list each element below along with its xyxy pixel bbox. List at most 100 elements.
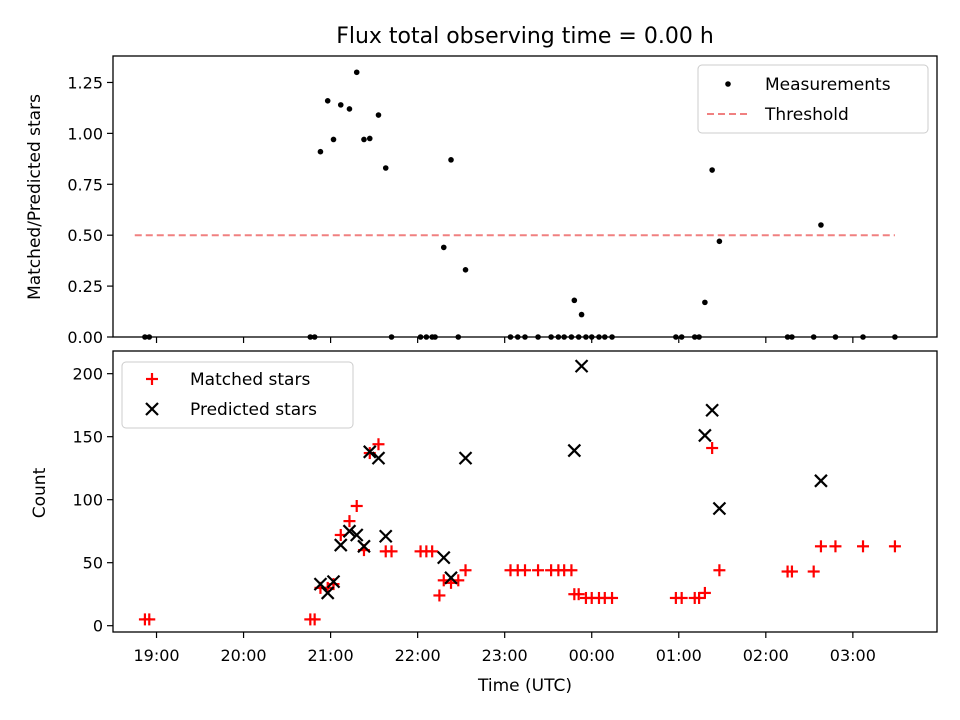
measurement-point	[784, 334, 791, 340]
predicted-star-point	[362, 445, 377, 459]
measurement-point	[361, 136, 367, 143]
top-y-ticks: 0.00 0.25 0.50 0.75 1.00 1.25	[67, 73, 113, 347]
top-plot-area	[134, 69, 898, 340]
y-tick-label: 1.00	[67, 124, 103, 143]
predicted-star-point	[444, 571, 458, 585]
measurement-point	[448, 157, 454, 163]
x-tick-label: 02:00	[743, 646, 789, 665]
bottom-ylabel: Count	[30, 467, 50, 518]
predicted-star-point	[313, 577, 328, 591]
x-stroke-2	[371, 451, 386, 465]
measurement-point	[330, 136, 337, 143]
y-tick-label: 200	[72, 365, 103, 384]
x-tick-label: 03:00	[830, 646, 876, 665]
x-stroke-2	[436, 550, 451, 565]
matched-star-point	[372, 438, 385, 451]
measurement-point	[388, 334, 395, 340]
measurement-point	[601, 334, 608, 340]
measurement-point	[568, 334, 575, 340]
x-stroke-2	[320, 586, 335, 600]
measurement-point	[596, 334, 602, 340]
x-tick-label: 19:00	[133, 646, 179, 665]
y-tick-label: 0.25	[67, 277, 103, 296]
x-tick-label: 00:00	[569, 646, 615, 665]
measurement-point	[810, 334, 817, 340]
legend-predicted-marker	[145, 402, 159, 416]
y-tick-label: 100	[72, 491, 103, 510]
predicted-star-point	[814, 474, 828, 488]
measurement-point	[375, 112, 382, 118]
measurement-point	[146, 334, 153, 340]
top-legend-box	[697, 64, 929, 134]
measurement-point	[417, 334, 424, 340]
matched-star-point	[888, 540, 901, 553]
measurement-point	[578, 311, 585, 318]
measurement-point	[317, 148, 324, 155]
measurement-point	[142, 334, 148, 340]
matched-star-point	[426, 545, 439, 558]
matched-star-point	[433, 589, 446, 602]
x-stroke-2	[567, 443, 582, 458]
bottom-axes-frame	[112, 350, 938, 633]
measurement-point	[709, 167, 715, 173]
measurement-point	[353, 69, 360, 76]
matched-star-point	[698, 586, 711, 599]
predicted-star-point	[698, 428, 712, 443]
matched-star-point	[343, 515, 356, 528]
x-tick-label: 01:00	[656, 646, 702, 665]
x-tick-label: 21:00	[308, 646, 354, 665]
x-stroke-2	[814, 474, 828, 488]
measurement-point	[789, 334, 795, 340]
top-x-ticks	[155, 337, 854, 343]
matched-star-point	[807, 565, 820, 578]
predicted-star-point	[357, 539, 371, 554]
predicted-star-point	[371, 451, 386, 465]
matched-star-point	[606, 591, 619, 604]
bottom-legend-box	[121, 361, 354, 429]
measurement-point	[311, 334, 318, 340]
matched-star-point	[532, 564, 545, 577]
x-stroke-2	[705, 403, 719, 418]
x-stroke-2	[444, 571, 458, 585]
measurement-point	[609, 334, 615, 340]
measurement-point	[432, 334, 438, 340]
y-tick-label: 50	[83, 554, 103, 573]
y-tick-label: 150	[72, 428, 103, 447]
predicted-star-point	[342, 524, 357, 538]
matched-star-point	[675, 591, 688, 604]
x-stroke-2	[313, 577, 328, 591]
x-stroke-2	[458, 451, 473, 465]
matched-star-point	[706, 442, 719, 455]
bottom-x-ticks: 19:00 20:00 21:00 22:00 23:00 00:00 01:00 02:00…	[133, 632, 876, 665]
measurement-point	[892, 334, 898, 340]
x-tick-label: 23:00	[482, 646, 528, 665]
bottom-xlabel: Time (UTC)	[477, 676, 572, 696]
matched-star-point	[565, 564, 578, 577]
matched-star-point	[308, 613, 321, 626]
measurement-point	[507, 334, 514, 340]
measurement-point	[555, 334, 562, 340]
measurement-point	[535, 334, 541, 340]
measurement-point	[832, 334, 839, 340]
predicted-star-point	[378, 529, 393, 544]
measurement-point	[548, 334, 554, 340]
predicted-star-point	[458, 451, 473, 465]
x-tick-label: 20:00	[221, 646, 267, 665]
measurement-point	[440, 244, 447, 251]
legend-measurements-marker	[725, 81, 731, 87]
measurement-point	[818, 222, 824, 228]
y-tick-label: 0.00	[67, 328, 103, 347]
x-stroke-2	[378, 529, 393, 544]
x-stroke-2	[342, 524, 357, 538]
measurement-point	[346, 106, 353, 112]
measurement-point	[702, 299, 708, 306]
measurement-point	[716, 238, 723, 245]
measurement-point	[583, 334, 589, 340]
x-stroke-2	[357, 539, 371, 554]
predicted-star-point	[326, 574, 341, 589]
matched-star-point	[857, 540, 870, 553]
legend-matched-label: Matched stars	[190, 370, 310, 390]
x-stroke-2	[574, 359, 589, 373]
measurement-point	[588, 334, 595, 340]
